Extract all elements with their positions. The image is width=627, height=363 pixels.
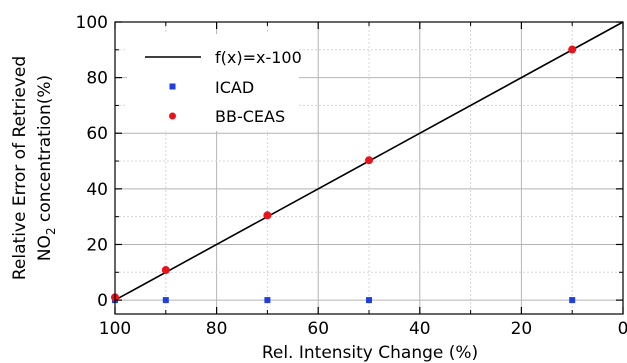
x-tick-label: 0: [618, 319, 627, 339]
y-axis-title-line2: NO2 concentration(%): [35, 75, 58, 261]
y-tick-label: 20: [86, 235, 108, 255]
ticks: [114, 21, 624, 314]
x-axis-title: Rel. Intensity Change (%): [262, 343, 478, 363]
legend-swatch-bbceas: [169, 112, 176, 120]
bbceas-point: [365, 156, 373, 165]
legend-swatch-icad: [169, 83, 176, 90]
icad-point: [569, 297, 576, 304]
x-tick-label: 100: [99, 319, 131, 339]
x-tick-label: 40: [409, 319, 431, 339]
legend-label-bbceas: BB-CEAS: [215, 107, 285, 126]
bbceas-point: [161, 266, 170, 275]
tick-labels: 100 80 60 40 20 0 0 20 40 60 80 100: [76, 13, 627, 339]
icad-point: [366, 297, 372, 304]
y-axis-title-line1: Relative Error of Retrieved: [10, 56, 30, 280]
x-tick-label: 20: [511, 319, 533, 339]
y-tick-label: 40: [86, 180, 108, 200]
y-tick-label: 80: [86, 69, 108, 89]
y-axis-title-subscript: 2: [44, 227, 58, 235]
y-tick-label: 0: [97, 291, 108, 311]
legend: f(x)=x-100 ICAD BB-CEAS: [127, 34, 302, 131]
y-axis-title-prefix: NO: [35, 235, 55, 261]
x-tick-label: 60: [307, 319, 329, 339]
legend-label-line: f(x)=x-100: [215, 48, 302, 67]
icad-point: [264, 297, 271, 304]
icad-point: [162, 297, 169, 304]
x-tick-label: 80: [206, 319, 228, 339]
y-tick-label: 60: [86, 124, 108, 144]
y-axis-title-suffix: concentration(%): [35, 75, 55, 228]
series-layer: [111, 21, 624, 304]
y-tick-label: 100: [76, 13, 108, 33]
legend-box: [127, 34, 299, 131]
bbceas-point: [263, 211, 272, 220]
bbceas-point: [568, 45, 577, 54]
legend-label-icad: ICAD: [215, 78, 254, 97]
